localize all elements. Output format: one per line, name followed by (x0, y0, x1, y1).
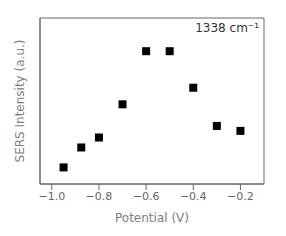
svg-text:Potential (V): Potential (V) (115, 211, 189, 225)
svg-text:−0.2: −0.2 (227, 190, 254, 203)
svg-text:−0.8: −0.8 (86, 190, 113, 203)
svg-text:SERS Intensity (a.u.): SERS Intensity (a.u.) (13, 40, 27, 163)
svg-text:1338 cm⁻¹: 1338 cm⁻¹ (195, 21, 259, 35)
svg-text:−1.0: −1.0 (38, 190, 65, 203)
svg-text:−0.6: −0.6 (133, 190, 160, 203)
svg-text:−0.4: −0.4 (180, 190, 207, 203)
